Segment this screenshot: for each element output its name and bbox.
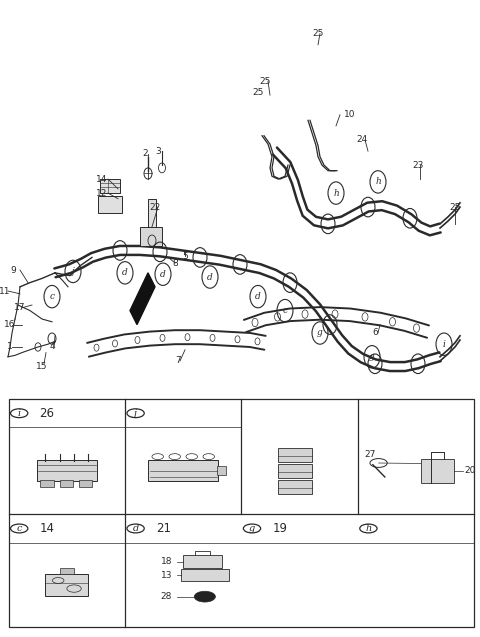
Text: 15: 15 xyxy=(36,362,48,371)
Text: c: c xyxy=(283,306,288,315)
Text: 24: 24 xyxy=(356,136,368,145)
Text: 14: 14 xyxy=(39,522,55,535)
Text: i: i xyxy=(443,340,445,348)
Bar xyxy=(278,480,312,494)
Bar xyxy=(60,568,74,574)
FancyBboxPatch shape xyxy=(98,196,122,213)
Text: j: j xyxy=(134,409,137,418)
Text: d: d xyxy=(255,292,261,301)
Text: 7: 7 xyxy=(175,357,181,366)
Text: 25: 25 xyxy=(252,88,264,97)
Text: h: h xyxy=(333,189,339,197)
FancyBboxPatch shape xyxy=(100,179,120,193)
Bar xyxy=(60,480,73,487)
Text: 19: 19 xyxy=(272,522,288,535)
Bar xyxy=(278,448,312,462)
Text: g: g xyxy=(369,352,375,361)
Bar xyxy=(421,459,455,483)
Text: 8: 8 xyxy=(172,259,178,268)
Text: 10: 10 xyxy=(344,110,356,119)
Text: 4: 4 xyxy=(49,343,55,352)
Text: 17: 17 xyxy=(14,303,26,312)
Text: 23: 23 xyxy=(412,161,424,169)
Bar xyxy=(45,574,88,596)
FancyBboxPatch shape xyxy=(148,199,156,233)
Text: 1: 1 xyxy=(7,343,13,352)
Text: j: j xyxy=(72,267,74,276)
Text: 20: 20 xyxy=(464,466,475,475)
Text: 13: 13 xyxy=(161,571,172,580)
FancyBboxPatch shape xyxy=(36,461,97,482)
FancyBboxPatch shape xyxy=(140,227,162,247)
Bar xyxy=(278,464,312,478)
Polygon shape xyxy=(130,273,155,325)
Text: 2: 2 xyxy=(142,150,148,159)
Text: h: h xyxy=(365,524,372,533)
Bar xyxy=(183,555,222,568)
Text: d: d xyxy=(160,269,166,279)
Text: 18: 18 xyxy=(161,557,172,566)
Text: g: g xyxy=(249,524,255,533)
Bar xyxy=(79,480,92,487)
Text: g: g xyxy=(317,329,323,338)
Text: 25: 25 xyxy=(312,29,324,38)
Text: 6: 6 xyxy=(372,329,378,338)
Text: c: c xyxy=(49,292,55,301)
FancyBboxPatch shape xyxy=(148,461,218,482)
Text: 26: 26 xyxy=(39,406,55,420)
Text: 21: 21 xyxy=(156,522,171,535)
Text: i: i xyxy=(18,409,21,418)
Text: d: d xyxy=(122,268,128,277)
Text: 11: 11 xyxy=(0,287,11,296)
Text: h: h xyxy=(375,177,381,187)
Text: 25: 25 xyxy=(449,203,461,211)
Text: 28: 28 xyxy=(161,592,172,601)
Bar xyxy=(217,466,227,475)
Text: 22: 22 xyxy=(149,203,161,211)
Text: d: d xyxy=(207,273,213,282)
Bar xyxy=(181,569,229,581)
Text: 12: 12 xyxy=(96,189,108,197)
Text: 5: 5 xyxy=(182,252,188,261)
Text: c: c xyxy=(16,524,22,533)
Bar xyxy=(40,480,54,487)
Text: 3: 3 xyxy=(155,147,161,155)
Text: 25: 25 xyxy=(259,76,271,85)
Text: 9: 9 xyxy=(10,266,16,275)
Text: 14: 14 xyxy=(96,175,108,183)
Circle shape xyxy=(194,591,216,602)
Text: d: d xyxy=(132,524,139,533)
Text: 27: 27 xyxy=(365,450,376,459)
Text: 16: 16 xyxy=(4,320,16,329)
